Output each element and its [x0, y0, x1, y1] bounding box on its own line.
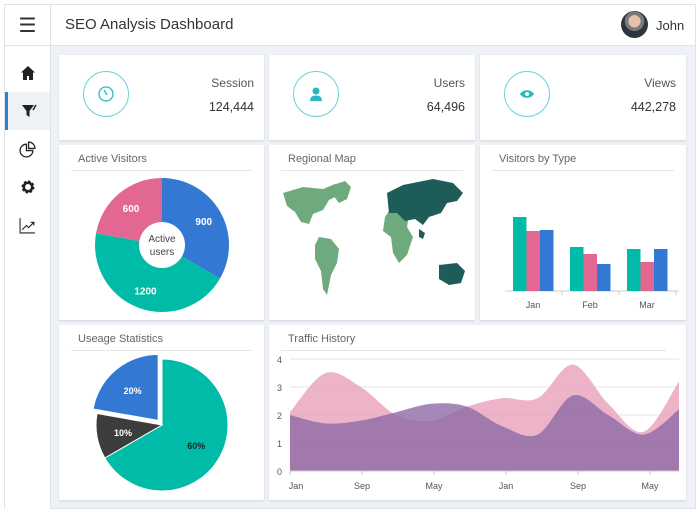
bar: [513, 217, 527, 291]
user-name[interactable]: John: [656, 18, 685, 33]
data-label: 60%: [187, 441, 205, 451]
kpi-value: 124,444: [208, 100, 254, 114]
card-title: Active Visitors: [71, 153, 252, 171]
data-label: 10%: [114, 428, 132, 438]
kpi-card-users: Users 64,496: [269, 55, 475, 140]
x-tick-label: Sep: [354, 481, 370, 491]
bar: [583, 254, 597, 291]
donut-hole: [139, 222, 185, 268]
card-title: Regional Map: [281, 153, 463, 171]
pie-slice: [96, 178, 162, 245]
home-icon: [20, 66, 35, 80]
bar: [640, 262, 654, 291]
x-tick-label: May: [425, 481, 443, 491]
data-label: 1200: [134, 286, 157, 297]
world-map[interactable]: [269, 145, 475, 320]
pie-slice: [104, 358, 229, 492]
kpi-value: 64,496: [426, 100, 465, 114]
kpi-label: Views: [644, 76, 676, 90]
page-title: SEO Analysis Dashboard: [65, 16, 234, 33]
bar: [627, 249, 641, 291]
pie-chart-icon: [19, 140, 36, 158]
bar: [540, 230, 554, 291]
x-tick-label: Sep: [570, 481, 586, 491]
traffic-history-card: Traffic History 0 1 2 3 4 Jan Sep May Jan Sep May: [269, 325, 686, 500]
x-tick-label: Mar: [639, 300, 655, 310]
usage-statistics-chart: 60% 10% 20%: [92, 353, 229, 492]
sidebar-item-analytics[interactable]: [5, 206, 50, 244]
area-series: [290, 394, 679, 471]
sidebar: [5, 46, 51, 509]
y-tick-label: 3: [277, 383, 282, 393]
card-title: Visitors by Type: [492, 153, 674, 171]
hamburger-icon[interactable]: ☰: [5, 5, 51, 46]
bar: [654, 249, 668, 291]
regional-map-card: Regional Map: [269, 145, 475, 320]
card-title: Traffic History: [281, 333, 666, 351]
data-label: 600: [123, 204, 140, 215]
usage-statistics-card: Useage Statistics 60% 10% 20%: [59, 325, 264, 500]
active-visitors-chart: 900 1200 600 Active users: [95, 178, 229, 312]
x-tick-label: May: [641, 481, 659, 491]
x-tick-label: Feb: [582, 300, 598, 310]
data-label: 900: [195, 217, 212, 228]
pie-slice: [95, 412, 164, 459]
filter-icon: [22, 104, 37, 117]
visitors-by-type-chart: Jan Feb Mar: [505, 217, 679, 310]
bar: [526, 231, 540, 291]
pie-slice: [95, 233, 221, 312]
sidebar-item-settings[interactable]: [5, 168, 50, 206]
user-icon: [293, 71, 339, 117]
header: ☰ SEO Analysis Dashboard John: [5, 5, 695, 46]
speedometer-icon: [83, 71, 129, 117]
sidebar-item-reports[interactable]: [5, 130, 50, 168]
bar: [597, 264, 611, 291]
eye-icon: [504, 71, 550, 117]
trend-chart-icon: [19, 217, 35, 233]
y-tick-label: 2: [277, 411, 282, 421]
x-tick-label: Jan: [499, 481, 514, 491]
visitors-by-type-card: Visitors by Type Jan Feb Mar: [480, 145, 686, 320]
kpi-label: Session: [211, 76, 254, 90]
bar: [570, 247, 584, 291]
pie-slice: [92, 353, 159, 421]
y-tick-label: 4: [277, 355, 282, 365]
x-tick-label: Jan: [289, 481, 304, 491]
gear-icon: [21, 180, 34, 194]
avatar[interactable]: [621, 11, 648, 38]
center-label: users: [150, 247, 174, 258]
kpi-value: 442,278: [630, 100, 676, 114]
traffic-history-chart: 0 1 2 3 4 Jan Sep May Jan Sep May: [277, 355, 679, 491]
y-tick-label: 1: [277, 439, 282, 449]
center-label: Active: [148, 234, 176, 245]
x-tick-label: Jan: [526, 300, 541, 310]
active-visitors-card: Active Visitors 900 1200 600 Active users: [59, 145, 264, 320]
kpi-card-views: Views 442,278: [480, 55, 686, 140]
sidebar-item-filter[interactable]: [5, 92, 50, 130]
sidebar-item-home[interactable]: [5, 54, 50, 92]
kpi-label: Users: [433, 76, 465, 90]
y-tick-label: 0: [277, 467, 282, 477]
kpi-card-session: Session 124,444: [59, 55, 264, 140]
data-label: 20%: [124, 386, 142, 396]
card-title: Useage Statistics: [71, 333, 252, 351]
